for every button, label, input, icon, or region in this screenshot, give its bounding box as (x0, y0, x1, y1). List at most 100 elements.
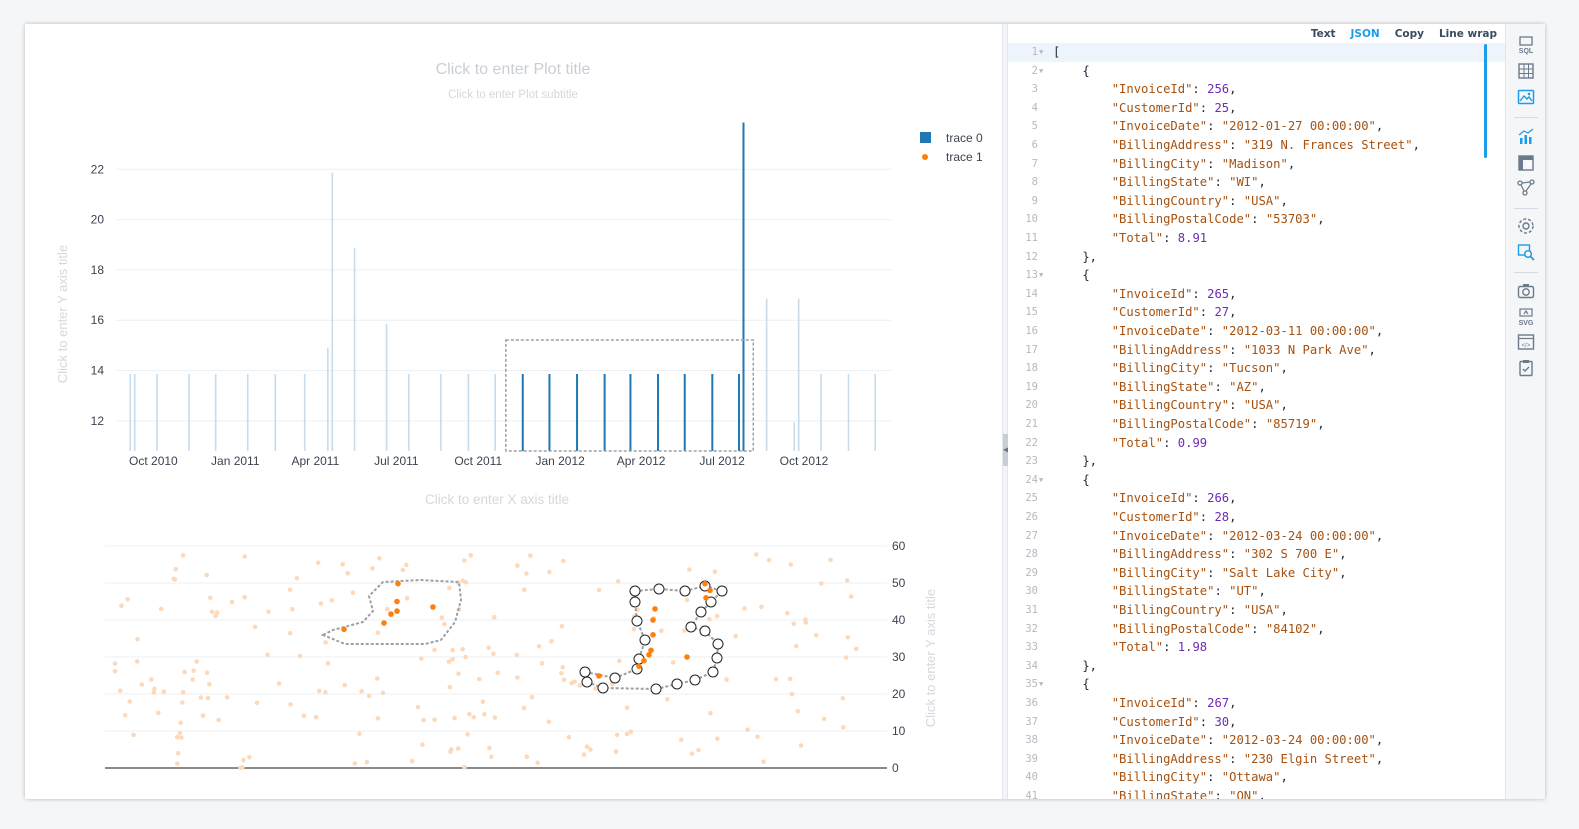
line-wrap-toggle[interactable]: Line wrap (1438, 28, 1497, 40)
selected-point[interactable] (702, 580, 708, 587)
graph-icon[interactable] (1515, 177, 1537, 199)
selected-point[interactable] (394, 598, 400, 605)
scatter-point[interactable] (733, 633, 738, 639)
scatter-point[interactable] (216, 717, 221, 723)
scatter-point[interactable] (229, 599, 235, 605)
scatter-point[interactable] (477, 676, 482, 682)
code-line[interactable]: 34 }, (1008, 657, 1505, 676)
scatter-point[interactable] (724, 677, 729, 682)
scatter-point[interactable] (370, 566, 375, 571)
scatter-point[interactable] (596, 587, 602, 593)
scatter-point[interactable] (489, 754, 494, 760)
scatter-point[interactable] (561, 558, 566, 564)
scatter-point[interactable] (175, 734, 180, 740)
selected-point[interactable] (650, 632, 656, 638)
selected-point[interactable] (648, 647, 654, 654)
scatter-point[interactable] (404, 596, 410, 601)
scatter-point[interactable] (380, 690, 386, 696)
scatter-point[interactable] (152, 686, 157, 692)
code-line[interactable]: 26 "CustomerId": 28, (1008, 508, 1505, 527)
lasso-handle[interactable] (639, 634, 651, 646)
legend-label-trace-0[interactable]: trace 0 (946, 131, 983, 145)
scatter-point[interactable] (462, 764, 467, 770)
code-line[interactable]: 13 ▼ { (1008, 266, 1505, 285)
scatter-point[interactable] (588, 747, 593, 752)
code-line[interactable]: 25 "InvoiceId": 266, (1008, 489, 1505, 508)
scatter-point[interactable] (404, 562, 409, 568)
scatter-point[interactable] (161, 689, 167, 694)
lasso-handle[interactable] (685, 621, 697, 633)
scatter-point[interactable] (179, 735, 184, 740)
scatter-point[interactable] (745, 727, 750, 732)
scatter-point[interactable] (844, 578, 850, 583)
image-icon[interactable] (1515, 86, 1537, 108)
code-line[interactable]: 6 "BillingAddress": "319 N. Frances Stre… (1008, 136, 1505, 155)
scatter-point[interactable] (242, 594, 247, 600)
scatter-point[interactable] (463, 579, 469, 585)
lasso-handle[interactable] (679, 585, 691, 597)
scatter-point[interactable] (204, 572, 209, 578)
scatter-point[interactable] (848, 594, 854, 599)
scatter-point[interactable] (529, 694, 535, 700)
scatter-point[interactable] (788, 562, 794, 567)
selected-point[interactable] (381, 620, 387, 626)
scatter-point[interactable] (287, 630, 293, 636)
scatter-point[interactable] (180, 700, 185, 705)
scatter-point[interactable] (687, 567, 692, 572)
scatter-point[interactable] (375, 716, 381, 721)
scatter-point[interactable] (325, 660, 331, 666)
scatter-point[interactable] (198, 695, 204, 700)
legend-label-trace-1[interactable]: trace 1 (946, 150, 983, 164)
scatter-point[interactable] (785, 610, 790, 616)
html-export-icon[interactable]: </> (1515, 331, 1537, 353)
scatter-point[interactable] (175, 751, 181, 756)
scatter-point[interactable] (180, 553, 186, 558)
x-axis-title[interactable]: Click to enter X axis title (425, 492, 569, 507)
scatter-point[interactable] (628, 729, 634, 735)
code-line[interactable]: 38 "InvoiceDate": "2012-03-24 00:00:00", (1008, 731, 1505, 750)
scatter-point[interactable] (377, 556, 382, 561)
scatter-point[interactable] (315, 560, 321, 565)
scatter-point[interactable] (486, 645, 492, 650)
scatter-point[interactable] (665, 697, 670, 702)
scatter-point[interactable] (682, 628, 687, 633)
scatter-point[interactable] (696, 747, 701, 753)
scatter-point[interactable] (819, 581, 824, 586)
scatter-point[interactable] (787, 676, 793, 682)
lasso-handle[interactable] (712, 638, 724, 650)
scatter-point[interactable] (241, 757, 246, 763)
code-line[interactable]: 39 "BillingAddress": "230 Elgin Street", (1008, 750, 1505, 769)
code-line[interactable]: 37 "CustomerId": 30, (1008, 713, 1505, 732)
scatter-point[interactable] (385, 606, 390, 612)
scatter-point[interactable] (122, 713, 128, 718)
scatter-point[interactable] (707, 617, 712, 622)
scatter-point[interactable] (460, 647, 465, 652)
fold-toggle-icon[interactable]: ▼ (1039, 475, 1044, 484)
scatter-point[interactable] (755, 734, 760, 740)
plot-subtitle[interactable]: Click to enter Plot subtitle (448, 89, 578, 101)
fold-toggle-icon[interactable]: ▼ (1039, 48, 1044, 56)
scatter-point[interactable] (495, 670, 501, 675)
scatter-point[interactable] (207, 682, 212, 687)
scatter-point[interactable] (450, 657, 456, 662)
scatter-point[interactable] (200, 713, 206, 718)
scatter-point[interactable] (301, 713, 307, 718)
scatter-point[interactable] (455, 746, 461, 751)
scatter-point[interactable] (468, 553, 474, 558)
scatter-point[interactable] (359, 689, 364, 694)
scatter-point[interactable] (670, 660, 676, 665)
scatter-point[interactable] (419, 656, 424, 661)
scatter-point[interactable] (840, 725, 846, 730)
scatter-point[interactable] (205, 695, 211, 701)
scatter-point[interactable] (631, 626, 637, 632)
selection-box[interactable] (505, 339, 755, 452)
scatter-point[interactable] (180, 690, 186, 695)
scatter-point[interactable] (294, 576, 300, 581)
scatter-point[interactable] (191, 668, 196, 673)
scatter-point[interactable] (323, 640, 328, 645)
scatter-point[interactable] (712, 569, 718, 574)
scatter-point[interactable] (432, 717, 437, 722)
plot-canvas[interactable]: 12 14 16 18 20 22 Oct 2010 Jan 2011 Apr 2011 Jul … (25, 24, 1002, 799)
scatter-point[interactable] (549, 639, 554, 644)
code-line[interactable]: 21 "BillingPostalCode": "85719", (1008, 415, 1505, 434)
